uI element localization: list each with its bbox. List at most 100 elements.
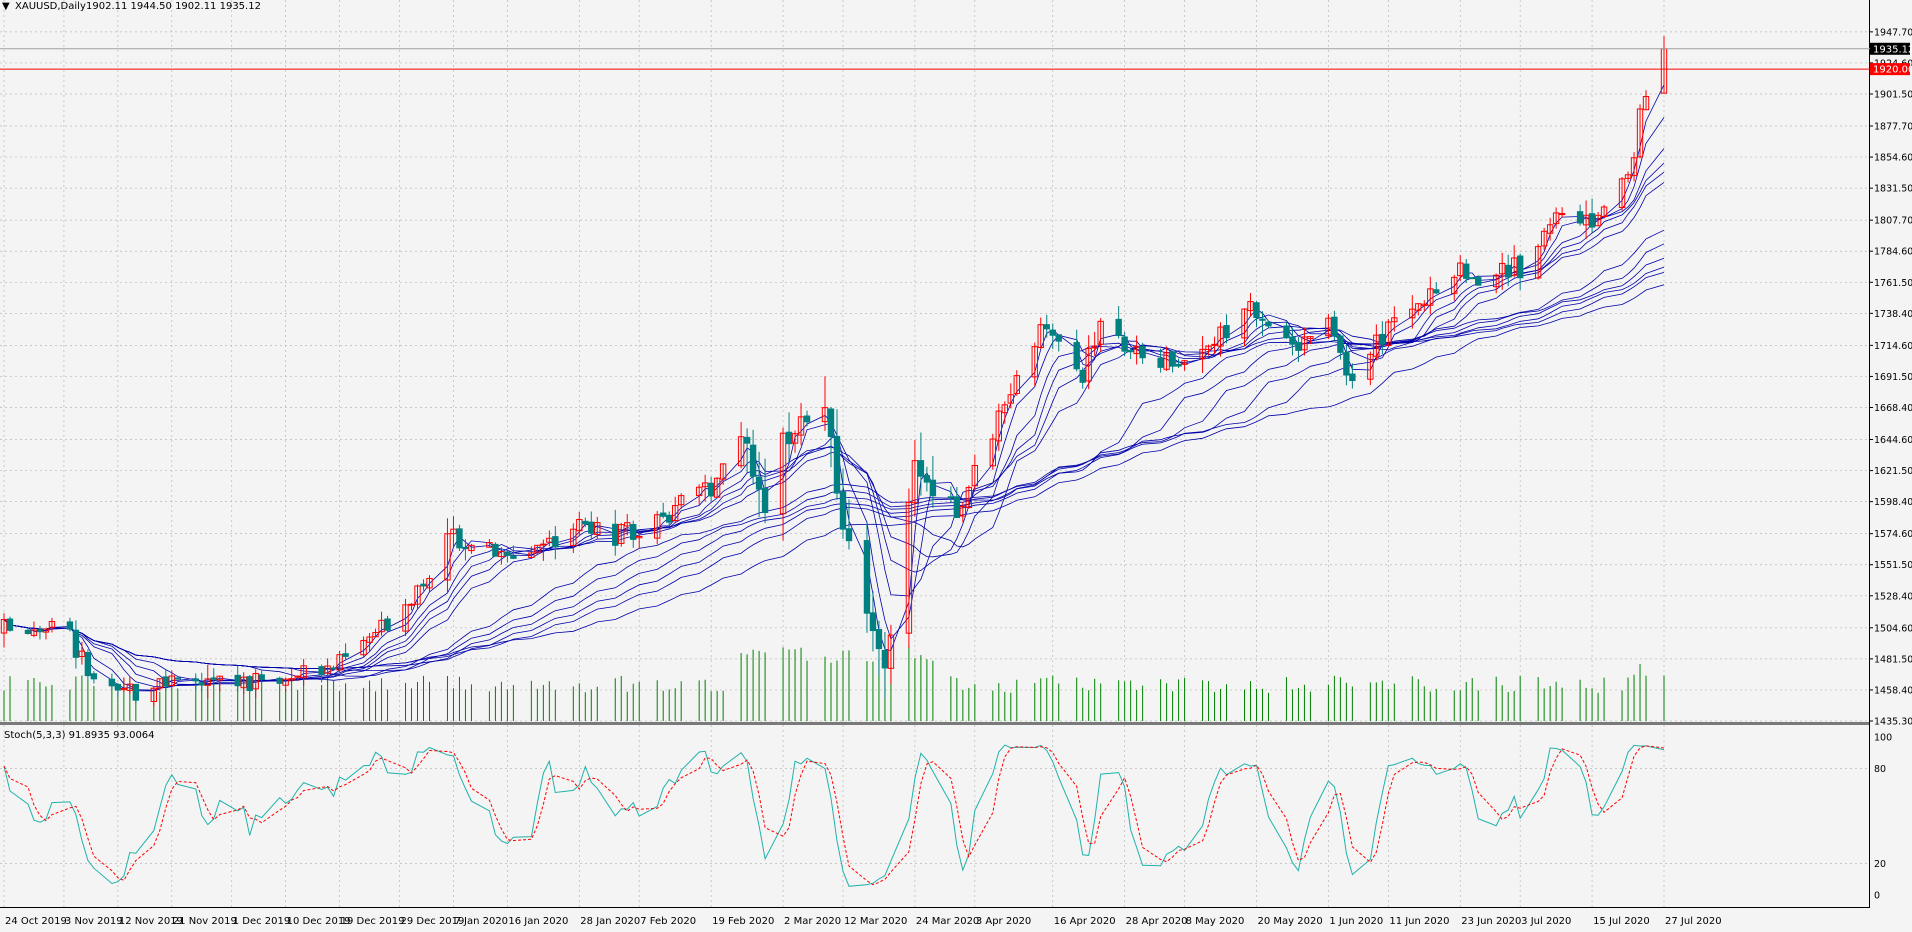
candle — [588, 511, 595, 540]
date-tick-label: 3 Jul 2020 — [1521, 916, 1571, 927]
candle — [498, 547, 505, 565]
candle — [1265, 321, 1272, 328]
candle — [1540, 227, 1548, 250]
candle — [366, 632, 373, 652]
candle — [1211, 336, 1218, 354]
grid — [0, 0, 1869, 907]
candle — [162, 669, 170, 691]
candle — [552, 526, 559, 560]
price-tick-label: 1877.70 — [1874, 122, 1912, 133]
date-tick-label: 8 May 2020 — [1186, 916, 1245, 927]
candle — [743, 428, 751, 473]
candle — [1331, 310, 1338, 341]
price-tick-label: 1784.60 — [1874, 247, 1912, 258]
candle — [1594, 211, 1602, 227]
candle — [1552, 207, 1560, 229]
price-tick-label: 1668.40 — [1874, 403, 1912, 414]
candle — [0, 613, 8, 648]
candle — [1157, 348, 1164, 373]
stoch-level-label: 100 — [1874, 733, 1892, 744]
candle — [468, 543, 475, 554]
candle — [929, 456, 937, 508]
candle — [917, 432, 925, 496]
candle — [126, 676, 134, 695]
price-tick-label: 1551.50 — [1874, 560, 1912, 571]
candle — [1283, 322, 1290, 339]
stochastic-lines — [3, 744, 1665, 887]
candle — [318, 664, 325, 683]
candle — [192, 673, 199, 690]
candle — [1301, 327, 1308, 356]
price-tick-label: 1528.40 — [1874, 591, 1912, 602]
indicator-label: Stoch(5,3,3) 91.8935 93.0064 — [4, 730, 155, 741]
candle — [1457, 255, 1464, 282]
candle — [785, 412, 793, 463]
date-tick-label: 1 Dec 2019 — [233, 916, 291, 927]
pane-separator[interactable] — [0, 722, 1870, 725]
candle — [1642, 90, 1650, 111]
date-tick-label: 27 Jul 2020 — [1665, 916, 1722, 927]
date-tick-label: 16 Apr 2020 — [1054, 916, 1116, 927]
candle — [576, 511, 583, 537]
candle — [402, 598, 409, 637]
candle — [1241, 308, 1248, 347]
candle — [995, 403, 1002, 451]
candle — [989, 433, 997, 470]
candle — [384, 615, 391, 633]
candle — [540, 539, 547, 561]
price-tick-label: 1714.60 — [1874, 341, 1912, 352]
stochastic-main-line — [3, 744, 1665, 887]
price-tick-label: 1738.40 — [1874, 309, 1912, 320]
candle — [1493, 273, 1500, 294]
candle — [630, 520, 637, 548]
candle — [156, 678, 164, 691]
candle — [1121, 331, 1128, 357]
date-tick-label: 21 Nov 2019 — [173, 916, 237, 927]
candle — [444, 518, 451, 593]
candle — [1337, 334, 1344, 360]
candle — [1373, 324, 1380, 361]
candle — [168, 670, 175, 688]
candle — [1205, 344, 1212, 356]
candle — [216, 675, 223, 692]
candle — [240, 672, 247, 695]
date-tick-label: 16 Jan 2020 — [508, 916, 568, 927]
moving-average-line — [3, 284, 1665, 670]
price-tick-label: 1458.40 — [1874, 685, 1912, 696]
candle — [78, 641, 86, 665]
price-tick-label: 1435.30 — [1874, 717, 1912, 728]
candle — [1217, 322, 1224, 357]
candle — [282, 677, 289, 692]
candle — [1576, 204, 1584, 226]
candle — [24, 627, 32, 635]
candle — [971, 454, 979, 490]
candle — [1343, 344, 1350, 386]
candle — [1295, 337, 1302, 363]
candle — [1582, 200, 1590, 240]
price-tick-label: 1598.40 — [1874, 497, 1912, 508]
candle — [1079, 367, 1086, 389]
candle — [1199, 336, 1206, 373]
candle — [1247, 292, 1254, 317]
candle — [90, 671, 98, 684]
candle — [779, 427, 787, 541]
candle — [881, 632, 889, 699]
candle — [1259, 311, 1266, 336]
candle — [546, 530, 553, 547]
candle — [791, 430, 799, 453]
candle — [1013, 370, 1020, 396]
candle — [1097, 318, 1104, 353]
price-tick-label: 1854.60 — [1874, 153, 1912, 164]
stochastic-signal-line — [3, 745, 1665, 886]
candle — [378, 611, 385, 636]
candle — [276, 676, 283, 687]
candle — [618, 522, 625, 547]
candle — [486, 539, 493, 548]
date-tick-label: 23 Jun 2020 — [1461, 916, 1521, 927]
candle — [1463, 259, 1470, 284]
date-tick-label: 7 Jan 2020 — [454, 916, 508, 927]
candle — [1307, 336, 1314, 345]
chart-menu-arrow-icon[interactable]: ▼ — [2, 1, 10, 12]
